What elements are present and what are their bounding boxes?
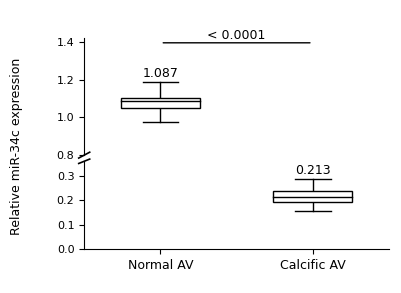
Text: Relative miR-34c expression: Relative miR-34c expression: [10, 58, 22, 235]
Text: < 0.0001: < 0.0001: [207, 29, 266, 42]
Bar: [121, 98, 200, 108]
Bar: [273, 190, 352, 202]
Text: 1.087: 1.087: [142, 67, 178, 80]
Text: 0.213: 0.213: [295, 164, 330, 177]
